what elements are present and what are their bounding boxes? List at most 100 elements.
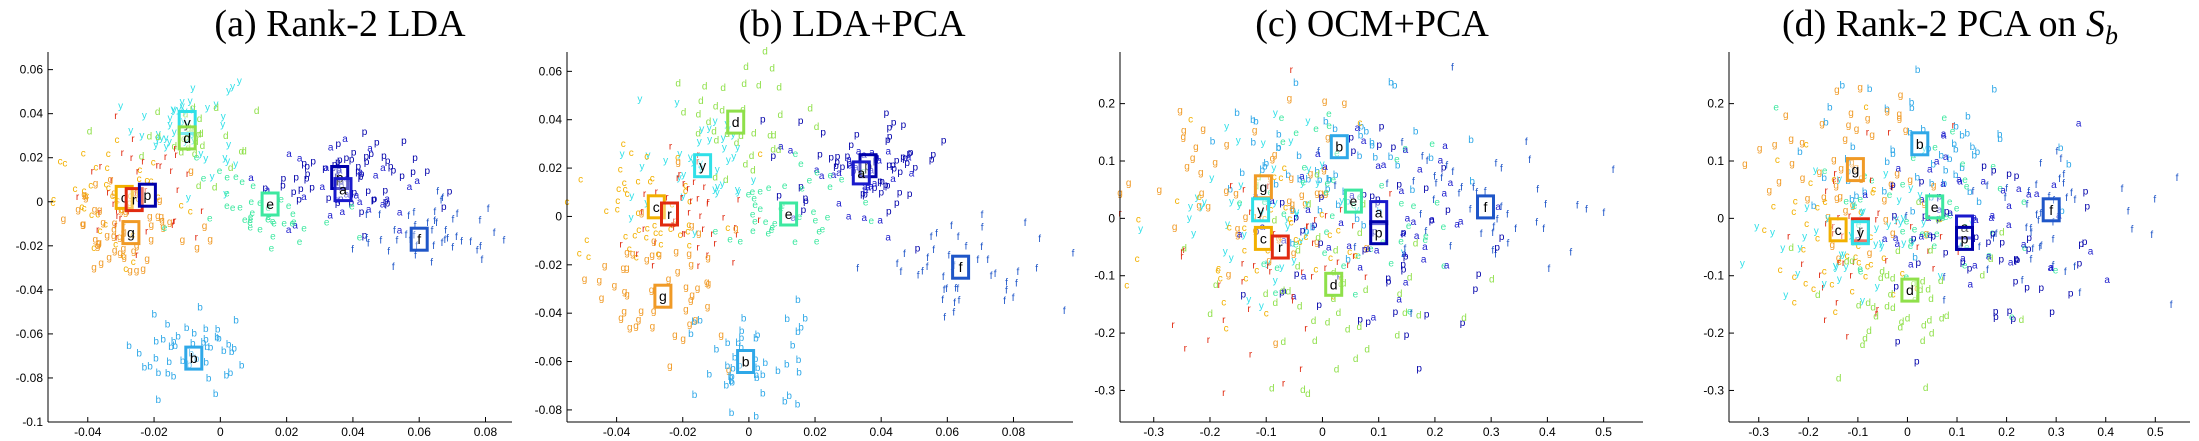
- scatter-point-c: c: [658, 228, 663, 239]
- scatter-point-p: p: [1396, 180, 1402, 191]
- scatter-point-f: f: [1035, 264, 1038, 275]
- scatter-point-a: a: [373, 171, 379, 182]
- scatter-point-g: g: [81, 189, 87, 200]
- scatter-point-d: d: [1898, 323, 1904, 334]
- scatter-point-y: y: [1875, 282, 1880, 293]
- scatter-point-b: b: [753, 412, 759, 423]
- centroid-label-g: g: [659, 288, 667, 304]
- scatter-point-b: b: [233, 316, 239, 327]
- scatter-point-r: r: [1314, 214, 1318, 225]
- scatter-point-p: p: [879, 176, 885, 187]
- y-tick-label: 0.2: [1098, 97, 1115, 111]
- scatter-point-a: a: [1405, 213, 1411, 224]
- scatter-point-e: e: [1947, 211, 1953, 222]
- scatter-point-r: r: [722, 212, 726, 223]
- scatter-point-y: y: [1851, 199, 1856, 210]
- scatter-point-c: c: [1833, 307, 1838, 318]
- scatter-point-e: e: [793, 149, 799, 160]
- scatter-point-e: e: [1237, 198, 1243, 209]
- scatter-point-r: r: [636, 249, 640, 260]
- scatter-point-g: g: [1342, 98, 1348, 109]
- scatter-point-r: r: [1833, 168, 1837, 179]
- centroid-label-p: p: [1961, 230, 1969, 246]
- scatter-point-b: b: [775, 366, 781, 377]
- scatter-point-y: y: [1292, 256, 1297, 267]
- scatter-point-g: g: [167, 217, 173, 228]
- scatter-point-a: a: [1444, 261, 1450, 272]
- centroid-label-g: g: [1260, 179, 1268, 195]
- scatter-point-r: r: [174, 150, 178, 161]
- scatter-point-f: f: [2025, 223, 2028, 234]
- scatter-point-r: r: [1876, 304, 1880, 315]
- scatter-point-d: d: [1849, 256, 1855, 267]
- scatter-point-e: e: [1857, 264, 1863, 275]
- scatter-point-e: e: [1997, 183, 2003, 194]
- scatter-point-a: a: [414, 176, 420, 187]
- scatter-point-e: e: [1330, 211, 1336, 222]
- centroid-label-p: p: [144, 187, 152, 203]
- scatter-point-e: e: [766, 229, 772, 240]
- scatter-point-b: b: [2066, 159, 2072, 170]
- scatter-point-e: e: [248, 212, 254, 223]
- scatter-point-r: r: [1180, 252, 1184, 263]
- scatter-point-c: c: [105, 163, 110, 174]
- scatter-point-g: g: [650, 322, 656, 333]
- scatter-point-a: a: [292, 221, 298, 232]
- scatter-point-f: f: [2056, 146, 2059, 157]
- scatter-point-g: g: [106, 252, 112, 263]
- scatter-point-a: a: [1403, 278, 1409, 289]
- scatter-point-g: g: [688, 295, 694, 306]
- scatter-point-d: d: [1815, 290, 1821, 301]
- scatter-point-c: c: [1136, 215, 1141, 226]
- scatter-point-c: c: [1778, 265, 1783, 276]
- scatter-point-b: b: [1234, 108, 1240, 119]
- scatter-point-p: p: [1300, 226, 1306, 237]
- scatter-point-f: f: [1986, 181, 1989, 192]
- scatter-point-f: f: [1017, 267, 1020, 278]
- scatter-point-r: r: [1291, 292, 1295, 303]
- scatter-point-b: b: [165, 320, 171, 331]
- scatter-point-g: g: [188, 166, 194, 177]
- scatter-point-c: c: [137, 165, 142, 176]
- scatter-point-y: y: [1229, 253, 1234, 264]
- scatter-point-a: a: [909, 169, 915, 180]
- scatter-point-f: f: [2005, 183, 2008, 194]
- scatter-point-y: y: [1294, 210, 1299, 221]
- scatter-point-b: b: [203, 324, 209, 335]
- scatter-point-a: a: [814, 165, 820, 176]
- scatter-point-d: d: [1297, 301, 1303, 312]
- scatter-point-b: b: [1327, 175, 1333, 186]
- scatter-point-r: r: [114, 111, 118, 122]
- scatter-point-b: b: [1290, 205, 1296, 216]
- scatter-point-d: d: [1920, 336, 1926, 347]
- scatter-point-p: p: [2013, 254, 2019, 265]
- scatter-point-a: a: [1299, 172, 1305, 183]
- scatter-point-b: b: [1884, 104, 1890, 115]
- scatter-point-g: g: [622, 287, 628, 298]
- scatter-point-y: y: [1754, 222, 1759, 233]
- scatter-point-b: b: [1410, 185, 1416, 196]
- scatter-point-e: e: [269, 244, 275, 255]
- scatter-point-a: a: [1948, 208, 1954, 219]
- scatter-point-a: a: [1396, 295, 1402, 306]
- scatter-point-g: g: [644, 255, 650, 266]
- x-tick-label: 0.5: [1595, 425, 1612, 439]
- scatter-point-b: b: [1239, 168, 1245, 179]
- scatter-point-e: e: [827, 182, 833, 193]
- scatter-point-g: g: [639, 208, 645, 219]
- scatter-point-r: r: [654, 238, 658, 249]
- scatter-point-c: c: [106, 183, 111, 194]
- scatter-point-b: b: [729, 372, 735, 383]
- scatter-point-e: e: [1325, 179, 1331, 190]
- scatter-point-f: f: [1500, 164, 1503, 175]
- scatter-point-p: p: [2077, 259, 2083, 270]
- scatter-point-a: a: [1986, 252, 1992, 263]
- scatter-point-a: a: [328, 142, 334, 153]
- scatter-point-b: b: [724, 380, 730, 391]
- scatter-point-g: g: [597, 276, 603, 287]
- scatter-point-f: f: [1424, 226, 1427, 237]
- scatter-point-d: d: [696, 110, 702, 121]
- scatter-point-b: b: [796, 367, 802, 378]
- centroid-box-g: [1845, 157, 1865, 183]
